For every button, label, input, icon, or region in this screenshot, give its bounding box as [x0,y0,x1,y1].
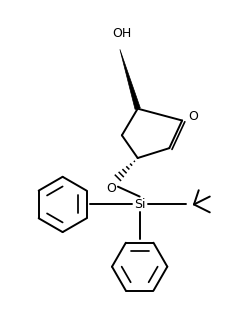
Polygon shape [120,49,140,109]
Text: OH: OH [112,27,131,39]
Text: O: O [106,182,116,195]
Text: O: O [188,110,198,123]
Text: Si: Si [134,198,145,211]
